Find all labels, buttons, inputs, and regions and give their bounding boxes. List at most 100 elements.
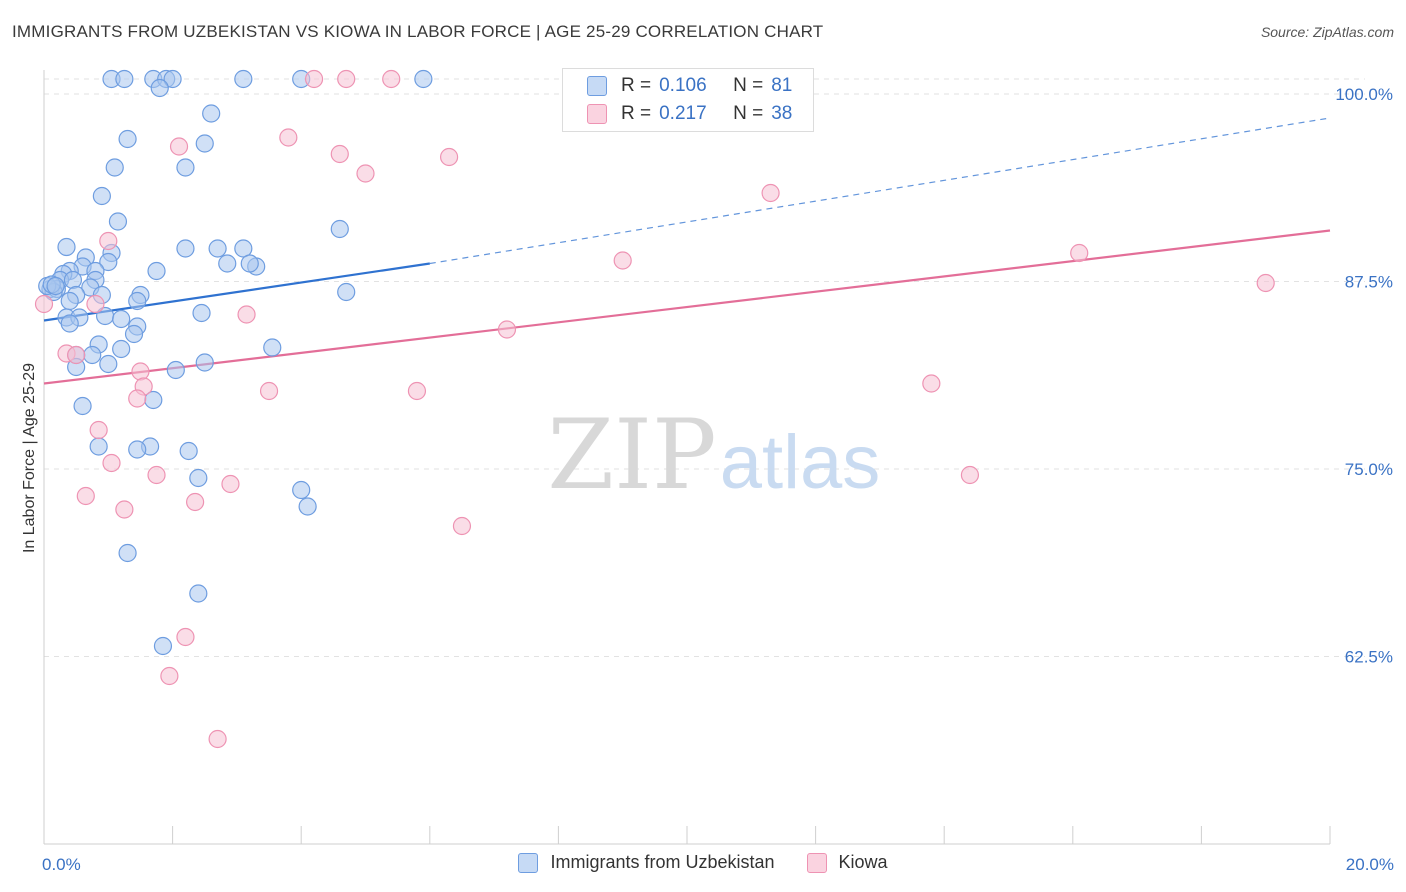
data-point-blue <box>166 360 185 380</box>
legend-n-value: 38 <box>771 103 793 124</box>
legend-n-value: 81 <box>771 75 793 96</box>
data-point-blue <box>202 104 221 123</box>
legend-swatch-blue <box>518 852 539 873</box>
data-point-pink <box>330 144 349 164</box>
data-point-blue <box>118 543 137 563</box>
data-point-blue <box>89 437 108 456</box>
axes <box>43 70 1331 845</box>
data-point-blue <box>147 261 166 281</box>
legend-r-value: 0.217 <box>659 103 707 124</box>
watermark-atlas: atlas <box>720 420 881 505</box>
legend-r-label: R = <box>621 75 652 96</box>
data-point-blue <box>163 69 182 89</box>
data-point-blue <box>240 254 259 273</box>
data-point-pink <box>89 420 108 440</box>
data-point-blue <box>176 158 195 177</box>
data-point-blue <box>337 282 356 302</box>
data-point-pink <box>259 381 279 401</box>
data-point-pink <box>237 305 256 324</box>
legend-row-uzbekistan: R = 0.106 N = 81 <box>587 74 792 98</box>
y-tick-label: 75.0% <box>1345 460 1393 479</box>
data-point-blue <box>118 129 137 149</box>
data-point-pink <box>160 666 179 686</box>
grid-lines <box>44 78 1365 657</box>
legend-swatch-blue <box>587 76 607 96</box>
data-point-blue <box>92 186 111 206</box>
data-point-pink <box>76 486 95 506</box>
watermark-zip: ZIP <box>547 399 716 511</box>
y-tick-label: 87.5% <box>1345 273 1393 292</box>
data-point-blue <box>99 252 118 272</box>
data-point-pink <box>99 231 118 251</box>
data-point-blue <box>195 134 214 153</box>
data-point-blue <box>263 338 282 357</box>
data-point-pink <box>960 465 980 485</box>
data-point-blue <box>46 276 65 296</box>
data-point-blue <box>153 636 173 656</box>
data-point-blue <box>124 324 144 344</box>
legend-row-kiowa: R = 0.217 N = 38 <box>587 102 792 126</box>
data-point-pink <box>67 345 86 365</box>
data-point-pink <box>922 374 941 393</box>
data-point-blue <box>60 314 79 333</box>
data-point-blue <box>218 254 237 273</box>
data-point-blue <box>73 396 92 416</box>
legend-swatch-pink <box>806 852 827 873</box>
data-point-blue <box>150 78 169 98</box>
data-point-blue <box>298 497 317 516</box>
legend-label-kiowa: Kiowa <box>838 852 888 872</box>
data-point-blue <box>105 158 124 177</box>
data-point-blue <box>234 69 253 89</box>
legend-r-value: 0.106 <box>659 75 707 96</box>
x-tick-label: 0.0% <box>42 855 81 874</box>
data-point-pink <box>382 69 401 89</box>
data-point-pink <box>221 474 240 494</box>
source-credit: Source: ZipAtlas.com <box>1260 24 1394 40</box>
tick-labels: 100.0% 87.5% 75.0% 62.5% 0.0% 20.0% <box>42 85 1394 874</box>
data-point-blue <box>189 468 208 488</box>
data-point-pink <box>337 69 356 89</box>
data-points <box>34 69 1275 749</box>
data-point-blue <box>112 309 131 329</box>
legend-label-uzbekistan: Immigrants from Uzbekistan <box>550 852 775 872</box>
data-point-blue <box>179 441 198 461</box>
data-point-pink <box>115 500 134 519</box>
data-point-blue <box>330 219 349 239</box>
data-point-pink <box>497 320 517 339</box>
data-point-blue <box>63 270 83 290</box>
data-point-blue <box>112 339 131 359</box>
legend-item-uzbekistan: Immigrants from Uzbekistan <box>518 852 775 873</box>
chart-title: IMMIGRANTS FROM UZBEKISTAN VS KIOWA IN L… <box>12 22 824 41</box>
x-tick-label: 20.0% <box>1346 855 1394 874</box>
data-point-pink <box>1256 273 1275 293</box>
data-point-pink <box>452 516 472 536</box>
legend-swatch-pink <box>587 104 607 124</box>
data-point-pink <box>761 183 780 203</box>
data-point-blue <box>60 291 79 311</box>
data-point-pink <box>86 294 105 314</box>
data-point-blue <box>208 239 227 258</box>
trend-line-extension-blue <box>429 117 1331 265</box>
watermark: ZIP atlas <box>547 399 880 511</box>
data-point-blue <box>234 239 253 258</box>
data-point-pink <box>128 389 147 408</box>
data-point-pink <box>613 251 632 270</box>
data-point-pink <box>439 147 459 167</box>
data-point-pink <box>169 137 189 156</box>
data-point-pink <box>356 164 375 183</box>
data-point-blue <box>189 584 208 603</box>
y-tick-label: 62.5% <box>1345 648 1393 667</box>
data-point-blue <box>128 291 147 311</box>
data-point-blue <box>115 69 134 89</box>
stats-legend: R = 0.106 N = 81 R = 0.217 N = 38 <box>562 68 814 132</box>
data-point-pink <box>34 294 54 314</box>
data-point-pink <box>102 453 121 473</box>
data-point-blue <box>128 440 147 459</box>
data-point-blue <box>192 303 211 323</box>
data-point-pink <box>208 729 227 749</box>
trend-line-pink <box>43 229 1331 385</box>
data-point-blue <box>99 354 118 374</box>
y-tick-label: 100.0% <box>1335 85 1393 104</box>
data-point-pink <box>147 465 166 485</box>
